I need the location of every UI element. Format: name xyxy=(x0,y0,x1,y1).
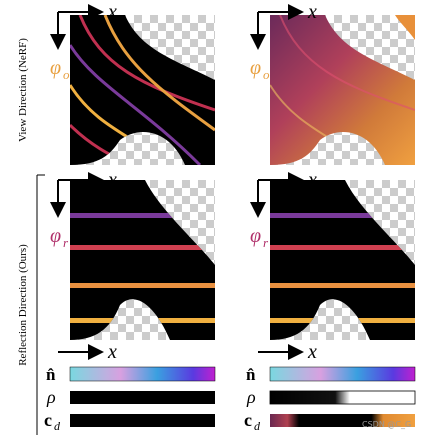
bars-right xyxy=(269,366,416,427)
x-label: x xyxy=(107,169,117,191)
x-label: x xyxy=(107,1,117,23)
phi-label: φ xyxy=(250,225,261,247)
phi-sub: r xyxy=(63,235,69,250)
x-label: x xyxy=(107,341,117,363)
x-label: x xyxy=(307,169,317,191)
x-label: x xyxy=(307,341,317,363)
c-label: c xyxy=(244,410,252,430)
phi-label: φ xyxy=(250,57,261,79)
phi-sub: o xyxy=(263,67,270,82)
rho-label: ρ xyxy=(46,387,56,407)
panel xyxy=(270,180,415,340)
watermark: CSDN @C_G xyxy=(362,420,411,429)
x-label: x xyxy=(307,1,317,23)
c-sub: d xyxy=(54,419,61,433)
panel xyxy=(70,15,215,165)
phi-label: φ xyxy=(50,225,61,247)
normal-label: n̂ xyxy=(246,365,256,384)
phi-sub: r xyxy=(263,235,269,250)
c-label: c xyxy=(44,410,52,430)
rho-label: ρ xyxy=(246,387,256,407)
bars-left xyxy=(69,366,216,427)
c-sub: d xyxy=(254,419,261,433)
normal-label: n̂ xyxy=(46,365,56,384)
row-label: Reflection Direction (Ours) xyxy=(17,244,29,366)
panel xyxy=(70,180,215,340)
phi-label: φ xyxy=(50,57,61,79)
row-label: View Direction (NeRF) xyxy=(17,38,29,142)
panel xyxy=(270,15,415,165)
phi-sub: o xyxy=(63,67,70,82)
